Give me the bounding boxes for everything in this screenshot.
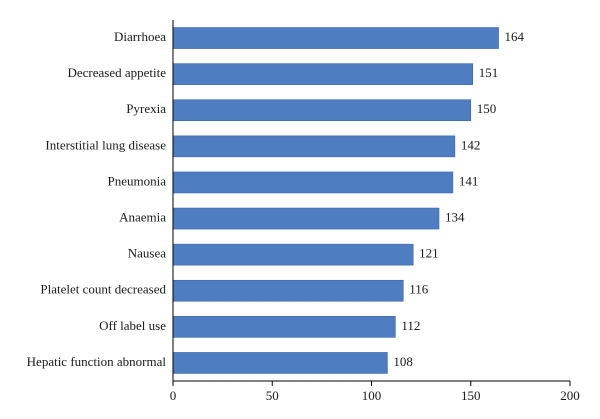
bar xyxy=(172,63,474,85)
category-label: Decreased appetite xyxy=(67,65,166,80)
value-label: 116 xyxy=(409,282,429,297)
x-tick-label: 150 xyxy=(461,388,481,403)
category-label: Anaemia xyxy=(119,210,166,225)
value-label: 141 xyxy=(459,173,479,188)
category-label: Hepatic function abnormal xyxy=(27,354,167,369)
bar xyxy=(172,279,404,302)
x-tick-label: 50 xyxy=(266,388,279,403)
value-label: 134 xyxy=(445,210,465,225)
bar xyxy=(172,99,472,122)
value-label: 121 xyxy=(419,246,439,261)
value-label: 142 xyxy=(461,137,481,152)
bar xyxy=(172,171,454,194)
x-tick-label: 0 xyxy=(170,388,177,403)
bar xyxy=(172,207,440,230)
bar xyxy=(172,352,388,374)
category-label: Diarrhoea xyxy=(114,29,166,44)
bars-group xyxy=(172,27,499,374)
category-label: Platelet count decreased xyxy=(40,282,166,297)
category-label: Interstitial lung disease xyxy=(45,137,166,152)
value-label: 108 xyxy=(393,354,413,369)
category-label: Nausea xyxy=(128,246,166,261)
value-label: 164 xyxy=(505,29,525,44)
x-tick-label: 200 xyxy=(560,388,580,403)
category-label: Pneumonia xyxy=(108,173,167,188)
bar xyxy=(172,27,499,49)
x-tick-label: 100 xyxy=(362,388,382,403)
bar xyxy=(172,135,456,158)
bar xyxy=(172,243,414,266)
bar xyxy=(172,316,396,338)
value-label: 151 xyxy=(479,65,499,80)
x-ticks-group: 0 50 100 150 200 xyxy=(170,381,580,403)
value-label: 150 xyxy=(477,101,497,116)
category-labels-group: Diarrhoea Decreased appetite Pyrexia Inters… xyxy=(27,29,167,369)
value-labels-group: 164 151 150 142 141 134 121 116 112 108 xyxy=(393,29,524,369)
category-label: Pyrexia xyxy=(126,101,166,116)
category-label: Off label use xyxy=(99,318,166,333)
value-label: 112 xyxy=(401,318,420,333)
